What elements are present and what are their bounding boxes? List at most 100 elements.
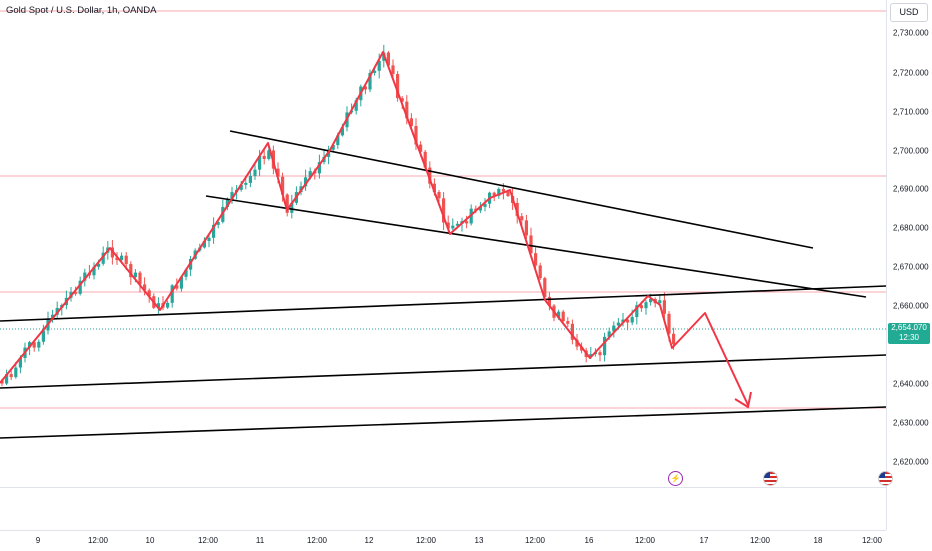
projection-arrowhead — [734, 391, 752, 409]
candle-body — [143, 284, 147, 291]
candle-body — [423, 151, 427, 168]
current-price-badge: 2,654.070 12:30 — [888, 323, 930, 344]
candle-body — [465, 221, 469, 224]
candle-body — [391, 65, 395, 75]
candle-body — [216, 221, 220, 225]
candle-body — [331, 145, 335, 150]
candle-body — [115, 257, 119, 261]
candle-body — [138, 272, 142, 285]
candle-body — [437, 192, 441, 199]
candle-body — [230, 192, 234, 200]
candle-body — [41, 330, 45, 342]
time-tick: 13 — [474, 536, 484, 545]
price-tick: 2,720.000 — [893, 68, 929, 78]
time-tick: 10 — [145, 536, 155, 545]
candle-body — [354, 100, 358, 111]
candle-body — [101, 252, 105, 264]
price-tick: 2,680.000 — [893, 223, 929, 233]
lower-pane — [0, 487, 886, 531]
candle-body — [129, 264, 133, 278]
candle-body — [83, 272, 87, 281]
time-tick: 12:00 — [634, 536, 656, 545]
candle-body — [616, 322, 620, 326]
candle-body — [547, 296, 551, 306]
candle-body — [570, 323, 574, 340]
candle-body — [538, 265, 542, 279]
price-tick: 2,640.000 — [893, 379, 929, 389]
countdown-label: 12:30 — [898, 333, 920, 342]
time-tick: 12 — [364, 536, 374, 545]
candle-body — [304, 177, 308, 187]
us-flag-icon[interactable] — [763, 471, 778, 486]
candle-body — [207, 237, 211, 242]
candle-body — [626, 319, 630, 323]
time-tick: 18 — [813, 536, 823, 545]
time-tick: 16 — [584, 536, 594, 545]
candle-body — [239, 184, 243, 190]
candle-body — [483, 203, 487, 207]
candle-body — [37, 341, 41, 348]
candle-body — [667, 313, 671, 334]
candle-body — [400, 98, 404, 102]
trendline — [0, 354, 887, 389]
candle-body — [405, 101, 409, 119]
candle-body — [575, 339, 579, 347]
candle-body — [74, 292, 78, 294]
candle-body — [501, 188, 505, 192]
price-tick: 2,690.000 — [893, 184, 929, 194]
candle-body — [285, 194, 289, 213]
lightning-icon[interactable]: ⚡ — [668, 471, 683, 486]
chart-title: Gold Spot / U.S. Dollar, 1h, OANDA — [6, 5, 157, 16]
candle-body — [97, 263, 101, 267]
time-tick: 12:00 — [306, 536, 328, 545]
candle-body — [524, 220, 528, 236]
candle-body — [506, 191, 510, 197]
candle-body — [248, 175, 252, 183]
chart-area[interactable] — [0, 0, 887, 487]
candle-body — [212, 224, 216, 238]
candle-body — [225, 199, 229, 207]
candle-body — [124, 255, 128, 265]
currency-button[interactable]: USD — [890, 3, 928, 22]
time-tick: 12:00 — [861, 536, 883, 545]
time-axis[interactable]: 9 12:00 10 12:00 11 12:00 12 12:00 13 12… — [0, 530, 886, 551]
time-tick: 12:00 — [524, 536, 546, 545]
time-tick: 9 — [35, 536, 41, 545]
candle-body — [442, 198, 446, 223]
candle-body — [520, 216, 524, 221]
candle-body — [156, 303, 160, 308]
candle-body — [432, 183, 436, 193]
candle-body — [5, 374, 9, 384]
candle-body — [658, 300, 662, 304]
candle-body — [497, 188, 501, 196]
candle-body — [396, 74, 400, 99]
candle-body — [455, 223, 459, 226]
candle-body — [78, 280, 82, 294]
candle-body — [340, 127, 344, 136]
time-tick: 12:00 — [415, 536, 437, 545]
candle-body — [147, 290, 151, 297]
candle-body — [120, 255, 124, 261]
candle-body — [184, 269, 188, 277]
candle-body — [529, 235, 533, 254]
candle-body — [267, 150, 271, 159]
price-chart[interactable] — [0, 0, 887, 487]
candle-body — [621, 319, 625, 323]
candle-body — [18, 357, 22, 368]
price-tick: 2,710.000 — [893, 107, 929, 117]
candle-body — [336, 135, 340, 146]
time-tick: 12:00 — [197, 536, 219, 545]
price-axis[interactable]: 2,730.000 2,720.000 2,710.000 2,700.000 … — [886, 0, 932, 530]
candle-body — [166, 302, 170, 308]
candle-body — [451, 225, 455, 229]
candle-body — [363, 86, 367, 90]
candle-body — [386, 52, 390, 66]
us-flag-icon[interactable] — [878, 471, 893, 486]
candle-body — [409, 118, 413, 127]
price-tick: 2,630.000 — [893, 418, 929, 428]
candle-body — [419, 144, 423, 152]
candle-body — [290, 202, 294, 213]
candle-body — [557, 311, 561, 318]
time-tick: 17 — [699, 536, 709, 545]
candle-body — [446, 222, 450, 229]
